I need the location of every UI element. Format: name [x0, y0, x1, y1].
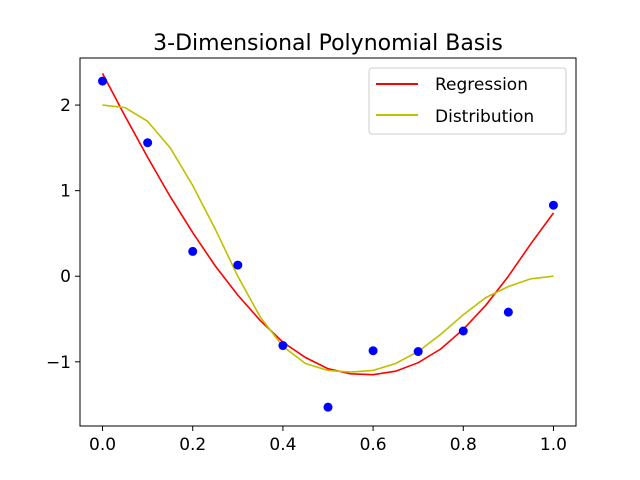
data-point — [503, 307, 513, 317]
x-tick-label: 0.6 — [360, 435, 387, 455]
x-axis: 0.0 0.2 0.4 0.6 0.8 1.0 — [89, 426, 567, 455]
data-point — [548, 200, 558, 210]
data-point — [98, 76, 108, 86]
legend: Regression Distribution — [368, 67, 567, 135]
y-axis: −1 0 1 2 — [46, 96, 80, 373]
y-tick-label: −1 — [46, 353, 71, 373]
x-tick-label: 0.2 — [179, 435, 206, 455]
y-tick-label: 0 — [60, 267, 71, 287]
data-point — [458, 326, 468, 336]
legend-label-distribution: Distribution — [435, 107, 534, 127]
data-point — [368, 346, 378, 356]
series-line-distribution — [102, 104, 554, 373]
x-tick-label: 0.0 — [89, 435, 116, 455]
axes-frame — [79, 57, 577, 427]
data-point — [188, 246, 198, 256]
data-point — [233, 260, 243, 270]
y-tick-label: 2 — [60, 96, 71, 116]
x-tick-label: 1.0 — [540, 435, 567, 455]
data-point — [143, 138, 153, 148]
data-point — [413, 347, 423, 357]
series-line-regression — [101, 73, 555, 376]
legend-box — [368, 67, 567, 135]
plot-marks — [98, 73, 558, 412]
data-point — [323, 402, 333, 412]
x-tick-label: 0.4 — [269, 435, 296, 455]
y-tick-label: 1 — [60, 182, 71, 202]
chart-title: 3-Dimensional Polynomial Basis — [153, 31, 503, 56]
legend-label-regression: Regression — [435, 75, 528, 95]
x-tick-label: 0.8 — [450, 435, 477, 455]
data-point — [278, 341, 288, 351]
